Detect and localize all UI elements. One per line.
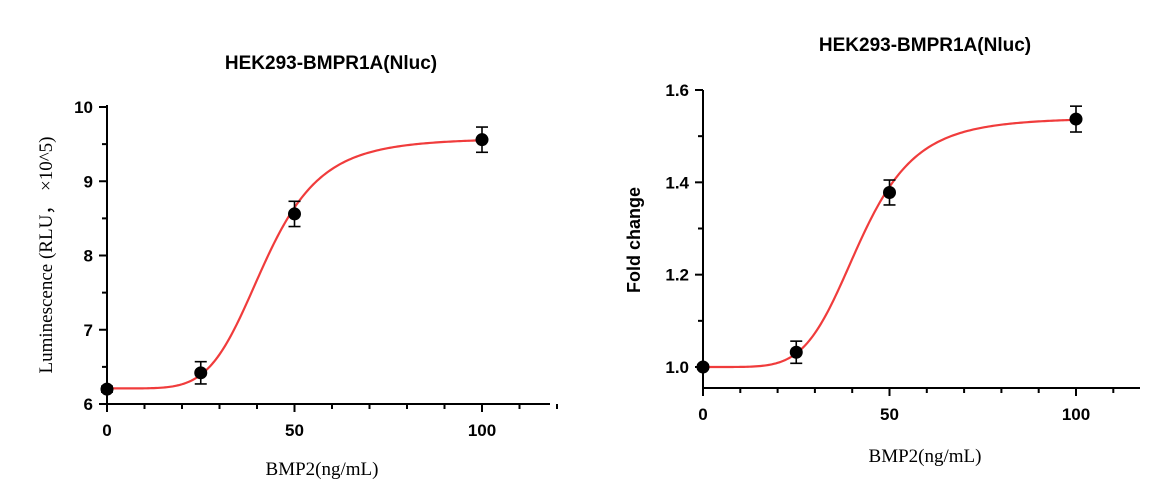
chart-2-x-axis-label: BMP2(ng/mL) xyxy=(869,446,982,467)
data-point xyxy=(789,345,803,359)
data-point xyxy=(696,360,710,374)
y-tick-label: 1.4 xyxy=(665,173,689,192)
data-point xyxy=(100,382,114,396)
chart-1-title: HEK293-BMPR1A(Nluc) xyxy=(225,53,437,74)
chart-fold-change: HEK293-BMPR1A(Nluc) BMP2(ng/mL) Fold cha… xyxy=(624,35,1140,467)
data-point xyxy=(288,207,301,221)
data-point xyxy=(194,366,208,380)
y-tick-label: 9 xyxy=(84,172,93,191)
chart-luminescence: HEK293-BMPR1A(Nluc) BMP2(ng/mL) Luminesc… xyxy=(36,53,558,480)
x-tick-label: 100 xyxy=(468,421,496,440)
x-tick-label: 100 xyxy=(1062,405,1090,424)
y-tick-label: 1.6 xyxy=(665,81,689,100)
chart-1-x-ticks: 0 50 100 xyxy=(102,404,558,440)
chart-1-y-ticks: 6 7 8 9 10 xyxy=(74,98,107,414)
y-tick-label: 8 xyxy=(84,247,93,266)
chart-2-x-ticks: 0 50 100 xyxy=(698,388,1115,424)
chart-2-fit-curve xyxy=(703,118,1077,369)
x-tick-label: 50 xyxy=(880,405,899,424)
y-tick-label: 1.2 xyxy=(665,266,689,285)
data-point xyxy=(883,185,896,199)
chart-2-title: HEK293-BMPR1A(Nluc) xyxy=(819,35,1031,56)
chart-2-y-axis-label: Fold change xyxy=(624,187,644,293)
chart-1-points xyxy=(100,126,489,396)
x-tick-label: 50 xyxy=(285,421,304,440)
x-tick-label: 0 xyxy=(698,405,707,424)
chart-1-y-axis-label: Luminescence (RLU， ×10^5) xyxy=(36,136,57,373)
y-tick-label: 6 xyxy=(84,395,93,414)
y-tick-label: 10 xyxy=(74,98,93,117)
x-tick-label: 0 xyxy=(102,421,111,440)
chart-2-points xyxy=(696,105,1083,374)
y-tick-label: 1.0 xyxy=(665,358,689,377)
chart-1-fit-curve xyxy=(107,139,483,390)
data-point xyxy=(1069,112,1083,126)
data-point xyxy=(475,133,489,147)
y-tick-label: 7 xyxy=(84,321,93,340)
chart-1-x-axis-label: BMP2(ng/mL) xyxy=(266,459,379,480)
chart-2-y-ticks: 1.0 1.2 1.4 1.6 xyxy=(665,81,703,377)
